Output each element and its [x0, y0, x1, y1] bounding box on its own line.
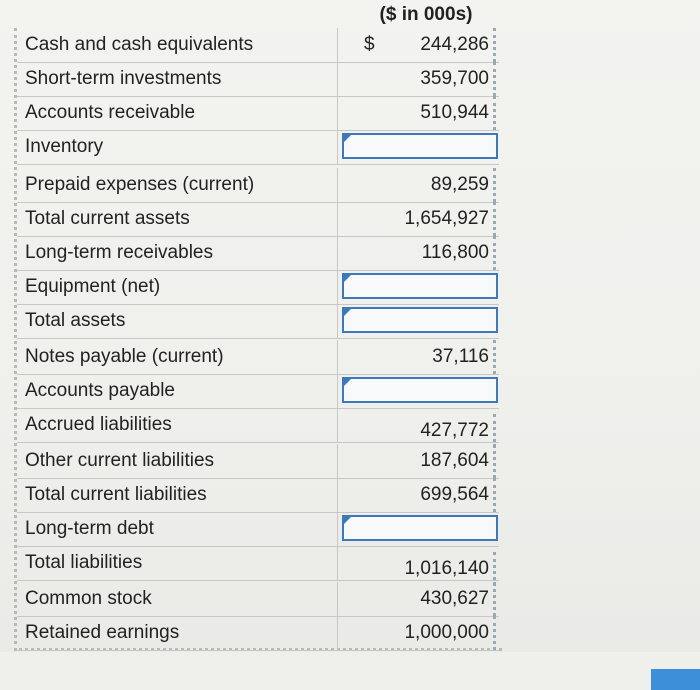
row-label: Accounts receivable [25, 102, 196, 123]
total-assets-input[interactable] [342, 307, 498, 333]
row-label: Total liabilities [25, 552, 143, 573]
currency-symbol: $ [364, 34, 375, 55]
value-cell: 427,772 [337, 408, 498, 448]
value-cell [337, 270, 498, 304]
row-value: 510,944 [420, 96, 496, 130]
value-cell [337, 304, 498, 338]
row-label: Long-term receivables [25, 242, 213, 263]
value-cell: 37,116 [337, 340, 498, 374]
input-marker-icon [344, 275, 351, 282]
row-label: Common stock [25, 588, 152, 609]
table-row: Accounts payable [17, 374, 499, 409]
row-label: Total current liabilities [25, 484, 207, 505]
input-marker-icon [344, 309, 351, 316]
table-row: Total liabilities 1,016,140 [17, 546, 499, 586]
input-marker-icon [344, 135, 351, 142]
table-row: Equipment (net) [17, 270, 499, 305]
value-cell: 699,564 [337, 478, 498, 512]
row-label: Short-term investments [25, 68, 222, 89]
long-term-debt-input[interactable] [342, 515, 498, 541]
table-row: Accrued liabilities 427,772 [17, 408, 499, 448]
row-value: 699,564 [420, 478, 496, 512]
row-label: Long-term debt [25, 518, 154, 539]
bottom-area [0, 652, 700, 690]
value-cell: 1,000,000 [337, 616, 498, 650]
next-button[interactable] [651, 669, 700, 690]
row-label: Cash and cash equivalents [25, 34, 254, 55]
row-value: 427,772 [420, 414, 496, 448]
value-cell: 116,800 [337, 236, 498, 270]
row-label: Accounts payable [25, 380, 175, 401]
value-cell: 1,654,927 [337, 202, 498, 236]
row-value: 1,000,000 [404, 616, 496, 650]
row-value: 89,259 [431, 168, 496, 202]
table-row: Total current liabilities 699,564 [17, 478, 499, 513]
equipment-net-input[interactable] [342, 273, 498, 299]
input-marker-icon [344, 379, 351, 386]
row-value: 1,016,140 [404, 552, 496, 586]
table-row: Inventory [17, 130, 499, 165]
value-cell: 89,259 [337, 168, 498, 202]
table-row: Accounts receivable 510,944 [17, 96, 499, 131]
row-label: Total current assets [25, 208, 190, 229]
row-value: 37,116 [432, 340, 496, 374]
accounts-payable-input[interactable] [342, 377, 498, 403]
table-row: Total assets [17, 304, 499, 339]
row-value: 244,286 [420, 28, 496, 62]
row-label: Total assets [25, 310, 126, 331]
row-value: 359,700 [420, 62, 496, 96]
units-header: ($ in 000s) [379, 4, 473, 25]
row-label: Retained earnings [25, 622, 180, 643]
table-row: Retained earnings 1,000,000 [17, 616, 499, 651]
input-marker-icon [344, 517, 351, 524]
row-label: Notes payable (current) [25, 346, 224, 367]
value-cell [337, 374, 498, 408]
row-label: Other current liabilities [25, 450, 215, 471]
row-value: 1,654,927 [404, 202, 496, 236]
table-row: Common stock 430,627 [17, 582, 499, 617]
inventory-input[interactable] [342, 133, 498, 159]
value-cell: 359,700 [337, 62, 498, 96]
table-row: Total current assets 1,654,927 [17, 202, 499, 237]
table-row: Long-term receivables 116,800 [17, 236, 499, 271]
value-cell: 187,604 [337, 444, 498, 478]
row-value: 187,604 [420, 444, 496, 478]
value-cell: 1,016,140 [337, 546, 498, 586]
table-row: Short-term investments 359,700 [17, 62, 499, 97]
row-label: Prepaid expenses (current) [25, 174, 255, 195]
value-cell: 510,944 [337, 96, 498, 130]
table-row: Cash and cash equivalents $ 244,286 [17, 28, 499, 63]
table-row: Other current liabilities 187,604 [17, 444, 499, 479]
table-row: Prepaid expenses (current) 89,259 [17, 168, 499, 203]
row-label: Inventory [25, 136, 104, 157]
row-value: 116,800 [422, 236, 496, 270]
table-row: Long-term debt [17, 512, 499, 547]
value-cell: $ 244,286 [337, 28, 498, 62]
row-value: 430,627 [420, 582, 496, 616]
value-cell: 430,627 [337, 582, 498, 616]
value-cell [337, 512, 498, 546]
balance-sheet-table: Cash and cash equivalents $ 244,286 Shor… [14, 28, 502, 651]
row-label: Equipment (net) [25, 276, 161, 297]
table-row: Notes payable (current) 37,116 [17, 340, 499, 375]
value-cell [337, 130, 498, 164]
row-label: Accrued liabilities [25, 414, 172, 435]
